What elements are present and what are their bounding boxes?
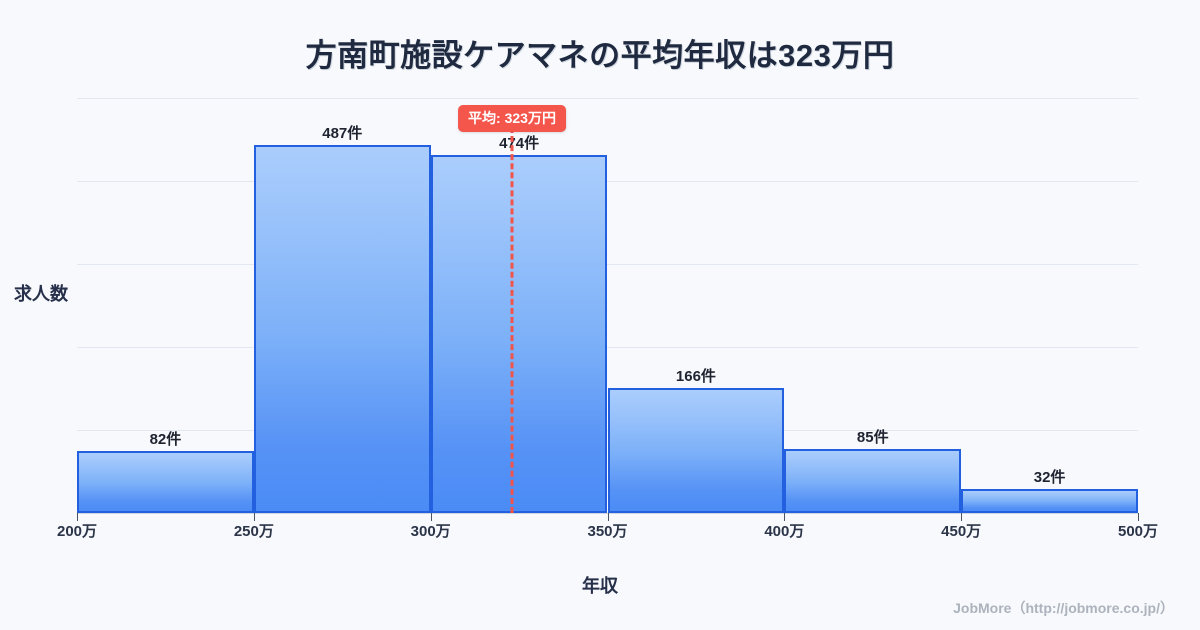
x-tick-label: 500万 xyxy=(1117,523,1159,540)
bar xyxy=(430,154,608,513)
bar-value-label: 82件 xyxy=(149,431,182,449)
gridline-3 xyxy=(77,180,1138,182)
x-tick-mark xyxy=(77,513,78,521)
gridline-1 xyxy=(77,346,1138,348)
bar xyxy=(253,145,431,513)
bar xyxy=(607,387,785,513)
chart-title: 方南町施設ケアマネの平均年収は323万円 xyxy=(305,38,895,73)
x-tick-mark xyxy=(1138,513,1139,521)
gridline-4 xyxy=(77,97,1138,99)
x-tick-mark xyxy=(784,513,786,521)
x-tick-label: 250万 xyxy=(233,523,274,540)
x-tick-label: 350万 xyxy=(587,523,628,540)
x-tick-mark xyxy=(430,513,432,521)
x-tick-label: 300万 xyxy=(410,523,451,540)
bar-value-label: 32件 xyxy=(1033,468,1066,486)
y-axis-title: 求人数 xyxy=(14,284,68,304)
footer-attribution: JobMore（http://jobmore.co.jp/） xyxy=(953,600,1174,616)
x-axis-title: 年収 xyxy=(582,576,618,596)
x-tick-mark xyxy=(961,513,963,521)
x-tick-mark xyxy=(253,513,255,521)
x-tick-label: 400万 xyxy=(764,523,805,540)
bar xyxy=(961,488,1138,513)
gridline-2 xyxy=(77,263,1138,265)
x-tick-label: 200万 xyxy=(56,523,98,540)
bar-value-label: 166件 xyxy=(675,367,716,385)
bar-value-label: 474件 xyxy=(499,134,540,152)
x-tick-label: 450万 xyxy=(941,523,982,540)
average-badge: 平均: 323万円 xyxy=(458,105,566,132)
x-tick-mark xyxy=(607,513,609,521)
bar-value-label: 85件 xyxy=(856,428,889,446)
average-line xyxy=(510,127,514,513)
bar-value-label: 487件 xyxy=(322,125,363,143)
bar xyxy=(77,451,254,513)
bar xyxy=(784,448,962,513)
